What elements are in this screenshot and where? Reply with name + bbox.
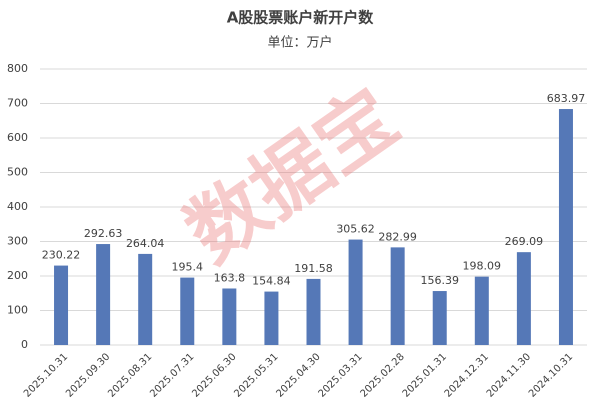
value-label: 191.58 (294, 262, 333, 275)
bar (390, 247, 405, 345)
value-label: 269.09 (505, 235, 544, 248)
bar (558, 109, 573, 345)
value-label: 305.62 (336, 223, 375, 236)
bar (180, 277, 195, 345)
y-tick-label: 300 (7, 235, 28, 248)
x-tick-label: 2025.09.30 (64, 351, 112, 399)
y-tick-label: 700 (7, 97, 28, 110)
value-label: 154.84 (252, 275, 291, 288)
y-tick-label: 600 (7, 131, 28, 144)
value-label: 163.8 (214, 271, 246, 284)
x-tick-label: 2025.02.28 (359, 351, 407, 399)
y-tick-label: 800 (7, 62, 28, 75)
x-tick-label: 2025.08.31 (106, 351, 154, 399)
bar (264, 291, 279, 345)
bar (96, 244, 111, 345)
y-tick-label: 200 (7, 269, 28, 282)
bar (54, 265, 69, 345)
x-tick-label: 2025.05.31 (232, 351, 280, 399)
bar (222, 288, 237, 345)
x-tick-label: 2025.10.31 (22, 351, 70, 399)
x-tick-label: 2025.01.31 (401, 351, 449, 399)
value-label: 282.99 (378, 230, 417, 243)
value-label: 264.04 (126, 237, 165, 250)
x-tick-label: 2025.07.31 (148, 351, 196, 399)
value-label: 198.09 (463, 260, 502, 273)
bar (306, 278, 321, 345)
value-label: 230.22 (42, 249, 81, 262)
x-tick-label: 2024.11.30 (485, 351, 533, 399)
x-tick-label: 2025.04.30 (274, 351, 322, 399)
value-label: 292.63 (84, 227, 123, 240)
bar (516, 252, 531, 345)
bar (432, 291, 447, 345)
chart-title: A股股票账户新开户数 (227, 9, 375, 27)
x-tick-label: 2025.03.31 (317, 351, 365, 399)
x-tick-label: 2024.12.31 (443, 351, 491, 399)
plot-area: 0 100 200 300 400 500 600 700 800 2025.10.31 230.2… (7, 62, 587, 400)
value-label: 683.97 (547, 92, 586, 105)
chart-subtitle: 单位：万户 (267, 35, 332, 51)
bar (138, 253, 153, 345)
value-label: 156.39 (420, 274, 459, 287)
x-tick-label: 2024.10.31 (527, 351, 575, 399)
value-label: 195.4 (172, 261, 204, 274)
bar (348, 239, 363, 345)
bar (474, 276, 489, 345)
y-tick-label: 500 (7, 166, 28, 179)
y-tick-label: 400 (7, 200, 28, 213)
y-tick-label: 0 (21, 338, 28, 351)
x-tick-label: 2025.06.30 (190, 351, 238, 399)
y-tick-label: 100 (7, 304, 28, 317)
